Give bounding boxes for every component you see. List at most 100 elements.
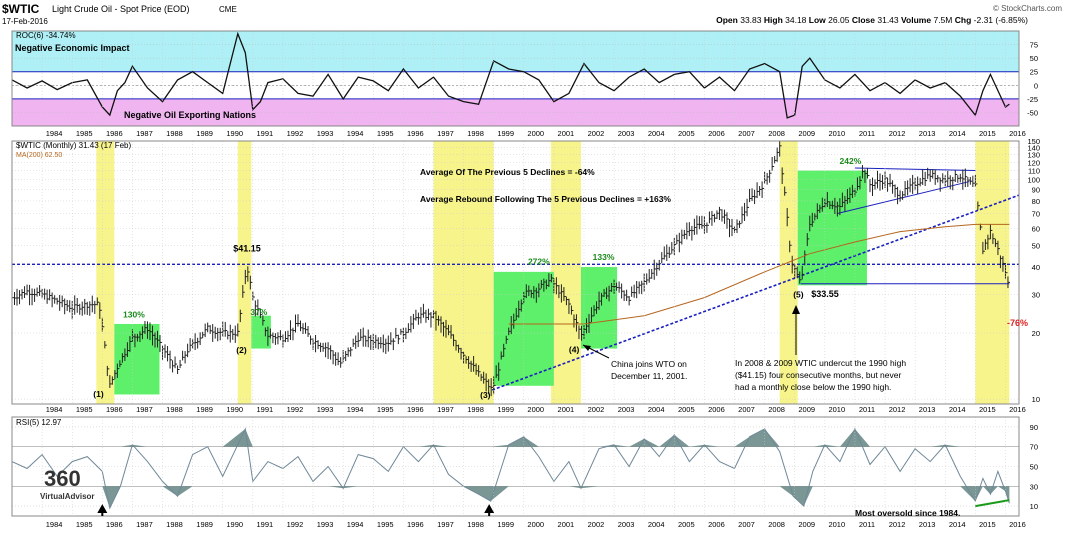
green-rebound-zone [114,323,160,395]
year-tick-label: 1994 [347,520,364,529]
year-tick-label: 2012 [889,129,906,138]
year-tick-label: 1993 [317,520,334,529]
price-y-tick: 80 [1032,197,1040,206]
high-1990-label: $41.15 [233,244,261,254]
year-tick-label: 2013 [919,405,936,414]
decline-markers: (1) (2) (3) (4) (5) [93,290,803,401]
year-tick-label: 2007 [738,405,755,414]
year-tick-label: 2008 [768,405,785,414]
green-rebound-zone [251,315,271,349]
wtic-2008-note: In 2008 & 2009 WTIC undercut the 1990 hi… [735,305,906,392]
rebound-gain-labels: 130% 37% 272% 133% 242% [123,156,862,320]
roc-y-tick: 25 [1030,68,1038,77]
symbol-label: $WTIC [2,2,40,16]
decline-marker-label: (2) [236,345,247,355]
year-tick-label: 1986 [106,520,123,529]
china-arrow-head [583,345,591,351]
year-tick-label: 2002 [588,520,605,529]
rsi-y-tick: 70 [1030,443,1038,452]
year-tick-label: 2009 [798,129,815,138]
wtic-note-line2: ($41.15) four consecutive months, but ne… [735,370,901,380]
year-tick-label: 2014 [949,520,966,529]
low-2009-label: $33.55 [811,289,839,299]
year-tick-label: 1999 [497,520,514,529]
year-tick-label: 1991 [256,520,273,529]
channel-lower-line [836,181,970,215]
roc-y-tick: 75 [1030,41,1038,50]
year-tick-label: 2002 [588,405,605,414]
price-title: $WTIC (Monthly) 31.43 (17 Feb) [16,141,131,150]
year-tick-label: 1985 [76,405,93,414]
year-tick-label: 2002 [588,129,605,138]
avg-rebound-note: Average Rebound Following The 5 Previous… [420,194,671,204]
open-value: 33.83 [740,15,762,25]
watermark-text: VirtualAdvisor [40,492,95,501]
price-y-tick: 30 [1032,290,1040,299]
year-tick-label: 2011 [859,405,875,414]
open-label: Open [716,15,738,25]
yellow-decline-zone [96,141,115,404]
year-tick-label: 2001 [558,405,575,414]
year-tick-label: 2014 [949,405,966,414]
watermark-360: 360 [44,466,81,491]
year-tick-label: 1989 [196,129,213,138]
year-tick-label: 2001 [558,129,575,138]
year-tick-label: 1995 [377,520,394,529]
year-tick-label: 1992 [287,405,304,414]
close-label: Close [852,15,875,25]
rebound-gain-label: 242% [840,156,862,166]
year-tick-label: 2000 [527,129,544,138]
year-tick-label: 2013 [919,129,936,138]
negative-oil-exporters-zone [12,98,1019,126]
year-tick-label: 1985 [76,129,93,138]
year-tick-label: 2010 [828,129,845,138]
source-credit: © StockCharts.com [993,4,1062,13]
price-y-tick: 100 [1027,176,1040,185]
year-tick-label: 2016 [1009,405,1026,414]
year-tick-label: 1995 [377,405,394,414]
year-tick-label: 2016 [1009,129,1026,138]
rsi-divergence-line [975,499,1010,508]
volume-value: 7.5M [933,15,952,25]
current-decline-label: -76% [1007,318,1028,328]
year-tick-label: 1991 [256,129,273,138]
year-tick-label: 1988 [166,405,183,414]
year-tick-label: 2015 [979,405,996,414]
low-label: Low [809,15,826,25]
roc-series-line [12,31,1010,119]
chart-date: 17-Feb-2016 [2,17,48,26]
decline-marker-label: (5) [793,290,804,300]
year-tick-label: 2009 [798,405,815,414]
year-tick-label: 1998 [467,405,484,414]
rebound-gain-label: 37% [250,307,267,317]
instrument-name: Light Crude Oil - Spot Price (EOD) [52,4,190,14]
decline-marker-label: (3) [480,390,491,400]
up-arrow-icon [97,504,108,514]
rsi-gridlines [12,426,1019,507]
volume-label: Volume [901,15,931,25]
rebound-gain-label: 133% [593,252,615,262]
year-tick-label: 2006 [708,520,725,529]
price-y-tick: 110 [1028,167,1040,176]
oversold-note: Most oversold since 1984. [855,508,960,518]
rsi-title: RSI(5) 12.97 [16,418,62,427]
year-tick-label: 1992 [287,129,304,138]
up-arrow-icon [484,504,495,514]
price-y-tick: 150 [1027,137,1040,146]
year-tick-label: 1988 [166,520,183,529]
year-tick-label: 1984 [46,129,63,138]
year-tick-label: 2008 [768,520,785,529]
year-tick-label: 2013 [919,520,936,529]
chg-value: -2.31 (-6.85%) [974,15,1028,25]
yellow-decline-zone [975,141,1010,404]
year-tick-label: 1998 [467,520,484,529]
year-tick-label: 1987 [136,405,153,414]
price-y-tick: 90 [1032,186,1040,195]
roc-zone-lower-label: Negative Oil Exporting Nations [124,110,256,120]
year-tick-label: 2005 [678,129,695,138]
avg-decline-note: Average Of The Previous 5 Declines = -64… [420,167,595,177]
rebound-gain-label: 130% [123,310,145,320]
